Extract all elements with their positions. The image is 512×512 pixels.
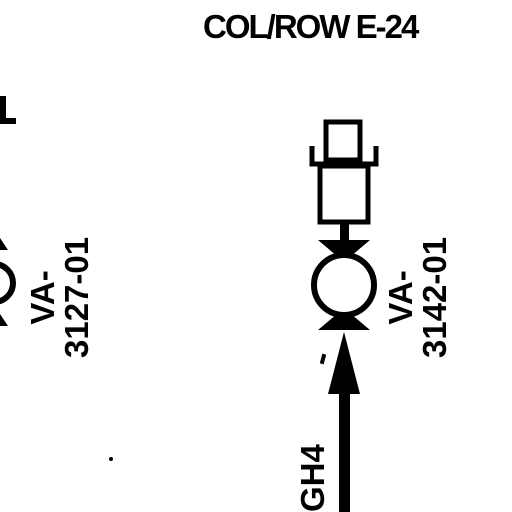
pipe-line bbox=[339, 390, 350, 512]
stray-dot bbox=[109, 457, 113, 461]
left-valve-triangle-top bbox=[0, 238, 8, 250]
valve-triangle-top bbox=[318, 240, 370, 262]
actuator-body bbox=[317, 163, 371, 225]
left-bracket-fragment bbox=[0, 96, 16, 124]
valve-tag-prefix: VA- bbox=[382, 270, 419, 325]
valve-ball bbox=[311, 252, 377, 318]
actuator-top-box bbox=[323, 119, 363, 163]
left-valve-triangle-bottom bbox=[0, 314, 8, 326]
valve-triangle-bottom bbox=[318, 308, 370, 330]
valve-va-3127-01-symbol bbox=[0, 96, 16, 326]
valve-label-va-3142-01: VA- 3142-01 bbox=[382, 236, 453, 358]
valve-label-va-3127-01: VA- 3127-01 bbox=[24, 236, 95, 358]
line-label-gh4: GH4 bbox=[294, 444, 331, 512]
valve-tag-number: 3127-01 bbox=[58, 236, 95, 358]
tick-mark bbox=[319, 353, 327, 365]
actuator-stem bbox=[340, 222, 349, 242]
column-row-title: COL/ROW E-24 bbox=[203, 8, 419, 45]
valve-va-3142-01-symbol bbox=[309, 119, 379, 512]
line-label-text: GH4 bbox=[294, 444, 331, 512]
valve-tag-prefix: VA- bbox=[24, 270, 61, 325]
left-valve-circle bbox=[0, 261, 16, 305]
flow-arrow-head bbox=[328, 332, 360, 394]
valve-tag-number: 3142-01 bbox=[416, 236, 453, 358]
